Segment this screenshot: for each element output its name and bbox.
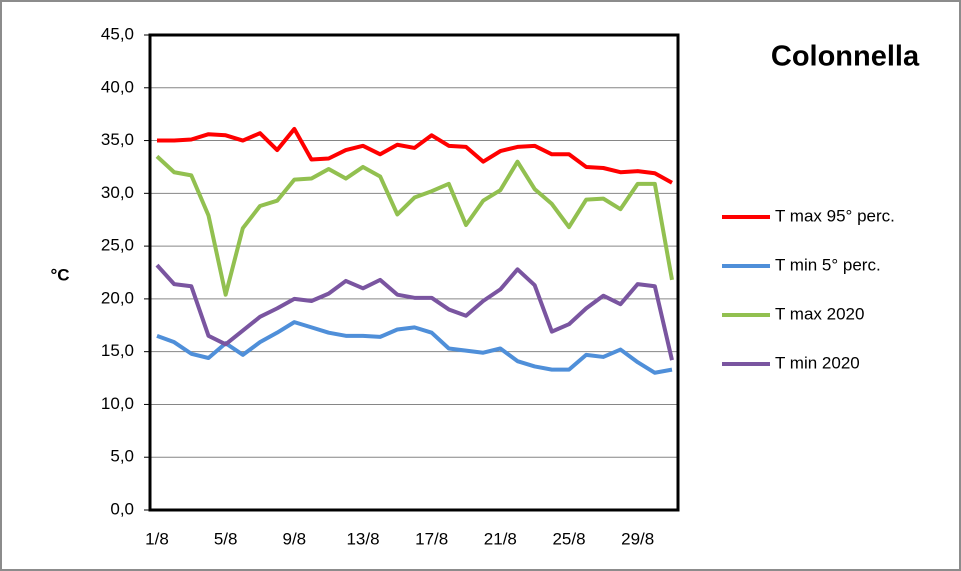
legend-label: T max 95° perc.: [775, 206, 895, 225]
x-tick-label: 17/8: [415, 529, 448, 548]
y-tick-label: 20,0: [101, 288, 134, 307]
plot-frame: [148, 33, 680, 512]
series-line: [156, 320, 673, 375]
x-tick-label: 5/8: [214, 529, 238, 548]
x-tick-label: 13/8: [346, 529, 379, 548]
x-tick-label: 9/8: [283, 529, 307, 548]
y-tick-label: 30,0: [101, 183, 134, 202]
y-tick-label: 15,0: [101, 341, 134, 360]
legend-label: T max 2020: [775, 304, 864, 323]
y-tick-label: 5,0: [110, 447, 134, 466]
y-axis-label: °C: [50, 265, 69, 284]
series-line: [155, 263, 674, 361]
series-line: [155, 154, 674, 297]
x-tick-label: 1/8: [145, 529, 169, 548]
y-tick-label: 10,0: [101, 394, 134, 413]
legend-label: T min 5° perc.: [775, 255, 881, 274]
y-tick-label: 40,0: [101, 77, 134, 96]
y-tick-label: 45,0: [101, 24, 134, 43]
series-line: [157, 126, 673, 185]
x-tick-label: 25/8: [552, 529, 585, 548]
legend-label: T min 2020: [775, 353, 860, 372]
y-tick-label: 35,0: [101, 130, 134, 149]
x-tick-label: 21/8: [484, 529, 517, 548]
chart-title: Colonnella: [771, 41, 920, 73]
y-tick-label: 25,0: [101, 236, 134, 255]
x-tick-label: 29/8: [621, 529, 654, 548]
y-tick-label: 0,0: [110, 499, 134, 518]
